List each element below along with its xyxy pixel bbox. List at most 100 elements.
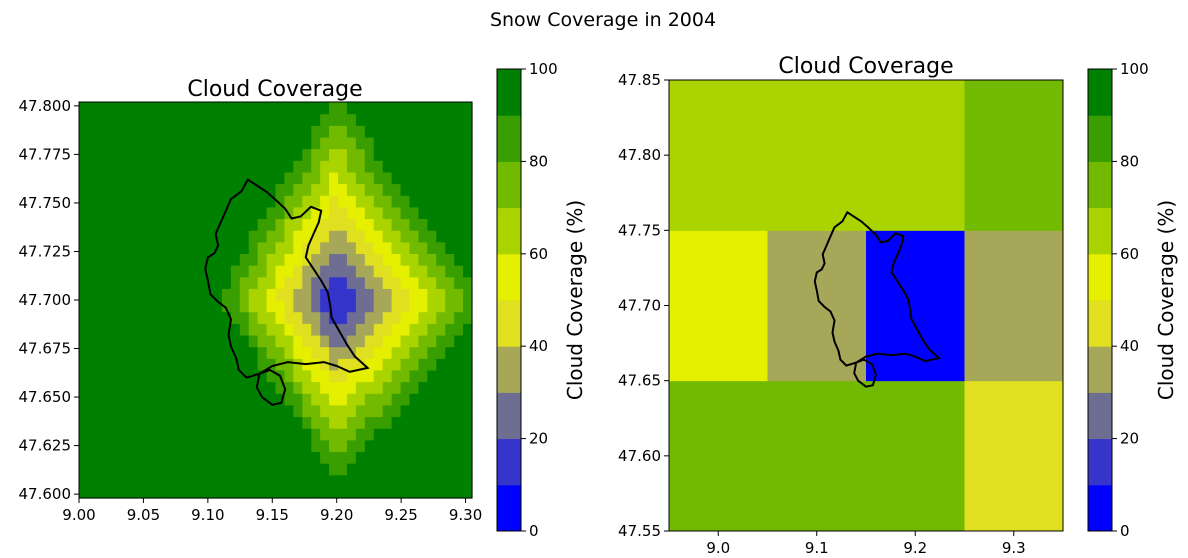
heatmap-cell — [445, 276, 455, 289]
heatmap-cell — [400, 463, 411, 476]
y-tick-label: 47.675 — [19, 340, 72, 358]
heatmap-cell — [364, 451, 375, 464]
heatmap-cell — [212, 393, 223, 406]
heatmap-cell — [329, 148, 339, 161]
heatmap-cell — [311, 358, 321, 371]
heatmap-cell — [409, 451, 420, 464]
heatmap-cell — [105, 474, 116, 487]
heatmap-cell — [257, 253, 268, 266]
heatmap-cell — [400, 171, 411, 185]
heatmap-cell — [346, 125, 357, 138]
heatmap-cell — [463, 346, 473, 359]
heatmap-cell — [168, 171, 178, 185]
heatmap-cell — [87, 346, 98, 359]
heatmap-cell — [168, 451, 178, 464]
heatmap-cell — [400, 253, 411, 266]
heatmap-cell — [293, 358, 303, 371]
heatmap-cell — [355, 241, 366, 255]
left-island-outline — [255, 368, 287, 406]
heatmap-cell — [338, 346, 348, 359]
heatmap-cell — [463, 416, 473, 429]
heatmap-cell — [248, 334, 259, 348]
heatmap-cell — [79, 300, 89, 313]
heatmap-cell — [257, 148, 268, 161]
heatmap-cell — [114, 183, 125, 196]
heatmap-cell — [114, 253, 125, 266]
heatmap-cell — [132, 404, 143, 418]
heatmap-cell — [293, 136, 303, 150]
heatmap-cell — [150, 265, 160, 278]
heatmap-cell — [436, 241, 446, 255]
heatmap-cell — [391, 241, 402, 255]
heatmap-cell — [454, 218, 464, 231]
heatmap-cell — [79, 195, 89, 208]
heatmap-cell — [373, 486, 384, 499]
heatmap-cell — [266, 416, 277, 429]
heatmap-cell — [150, 451, 160, 464]
heatmap-cell — [114, 206, 125, 220]
heatmap-cell — [79, 253, 89, 266]
heatmap-cell — [96, 230, 107, 243]
heatmap-cell — [204, 358, 214, 371]
heatmap-cell — [302, 346, 312, 359]
heatmap-cell — [105, 241, 116, 255]
heatmap-cell — [87, 136, 98, 150]
heatmap-cell — [266, 486, 277, 499]
heatmap-cell — [239, 416, 250, 429]
heatmap-cell — [79, 393, 89, 406]
heatmap-cell — [195, 241, 205, 255]
heatmap-cell — [105, 439, 116, 453]
heatmap-cell — [463, 218, 473, 231]
heatmap-cell — [427, 428, 437, 441]
heatmap-cell — [204, 439, 214, 453]
heatmap-cell — [454, 428, 464, 441]
heatmap-cell — [391, 265, 402, 278]
heatmap-cell — [177, 171, 187, 185]
heatmap-cell — [212, 486, 223, 499]
colorbar-tick-label: 0 — [529, 522, 539, 540]
heatmap-cell — [123, 183, 134, 196]
heatmap-cell — [177, 416, 187, 429]
heatmap-cell — [355, 311, 366, 324]
heatmap-cell — [257, 346, 268, 359]
heatmap-cell — [195, 369, 205, 383]
heatmap-cell — [302, 463, 312, 476]
heatmap-cell — [320, 439, 330, 453]
heatmap-cell — [329, 381, 339, 394]
heatmap-cell — [257, 113, 268, 126]
heatmap-cell — [427, 451, 437, 464]
heatmap-cell — [248, 439, 259, 453]
heatmap-cell — [427, 358, 437, 371]
heatmap-cell — [284, 463, 294, 476]
heatmap-cell — [87, 474, 98, 487]
heatmap-cell — [195, 276, 205, 289]
heatmap-cell — [418, 323, 428, 336]
heatmap-cell — [79, 241, 89, 255]
heatmap-cell — [221, 183, 232, 196]
heatmap-cell — [364, 206, 375, 220]
heatmap-cell — [212, 206, 223, 220]
heatmap-cell — [338, 171, 348, 185]
heatmap-cell — [230, 439, 241, 453]
heatmap-cell — [168, 463, 178, 476]
heatmap-cell — [204, 183, 214, 196]
heatmap-cell — [204, 463, 214, 476]
heatmap-cell — [123, 428, 134, 441]
y-tick-label: 47.85 — [618, 71, 661, 89]
heatmap-cell — [391, 323, 402, 336]
heatmap-cell — [866, 380, 965, 532]
heatmap-cell — [123, 218, 134, 231]
heatmap-cell — [463, 241, 473, 255]
heatmap-cell — [150, 346, 160, 359]
heatmap-cell — [79, 358, 89, 371]
heatmap-cell — [195, 416, 205, 429]
heatmap-cell — [141, 486, 152, 499]
heatmap-cell — [150, 486, 160, 499]
heatmap-cell — [293, 195, 303, 208]
heatmap-cell — [329, 171, 339, 185]
heatmap-cell — [382, 439, 393, 453]
heatmap-cell — [79, 334, 89, 348]
heatmap-cell — [204, 381, 214, 394]
heatmap-cell — [427, 463, 437, 476]
